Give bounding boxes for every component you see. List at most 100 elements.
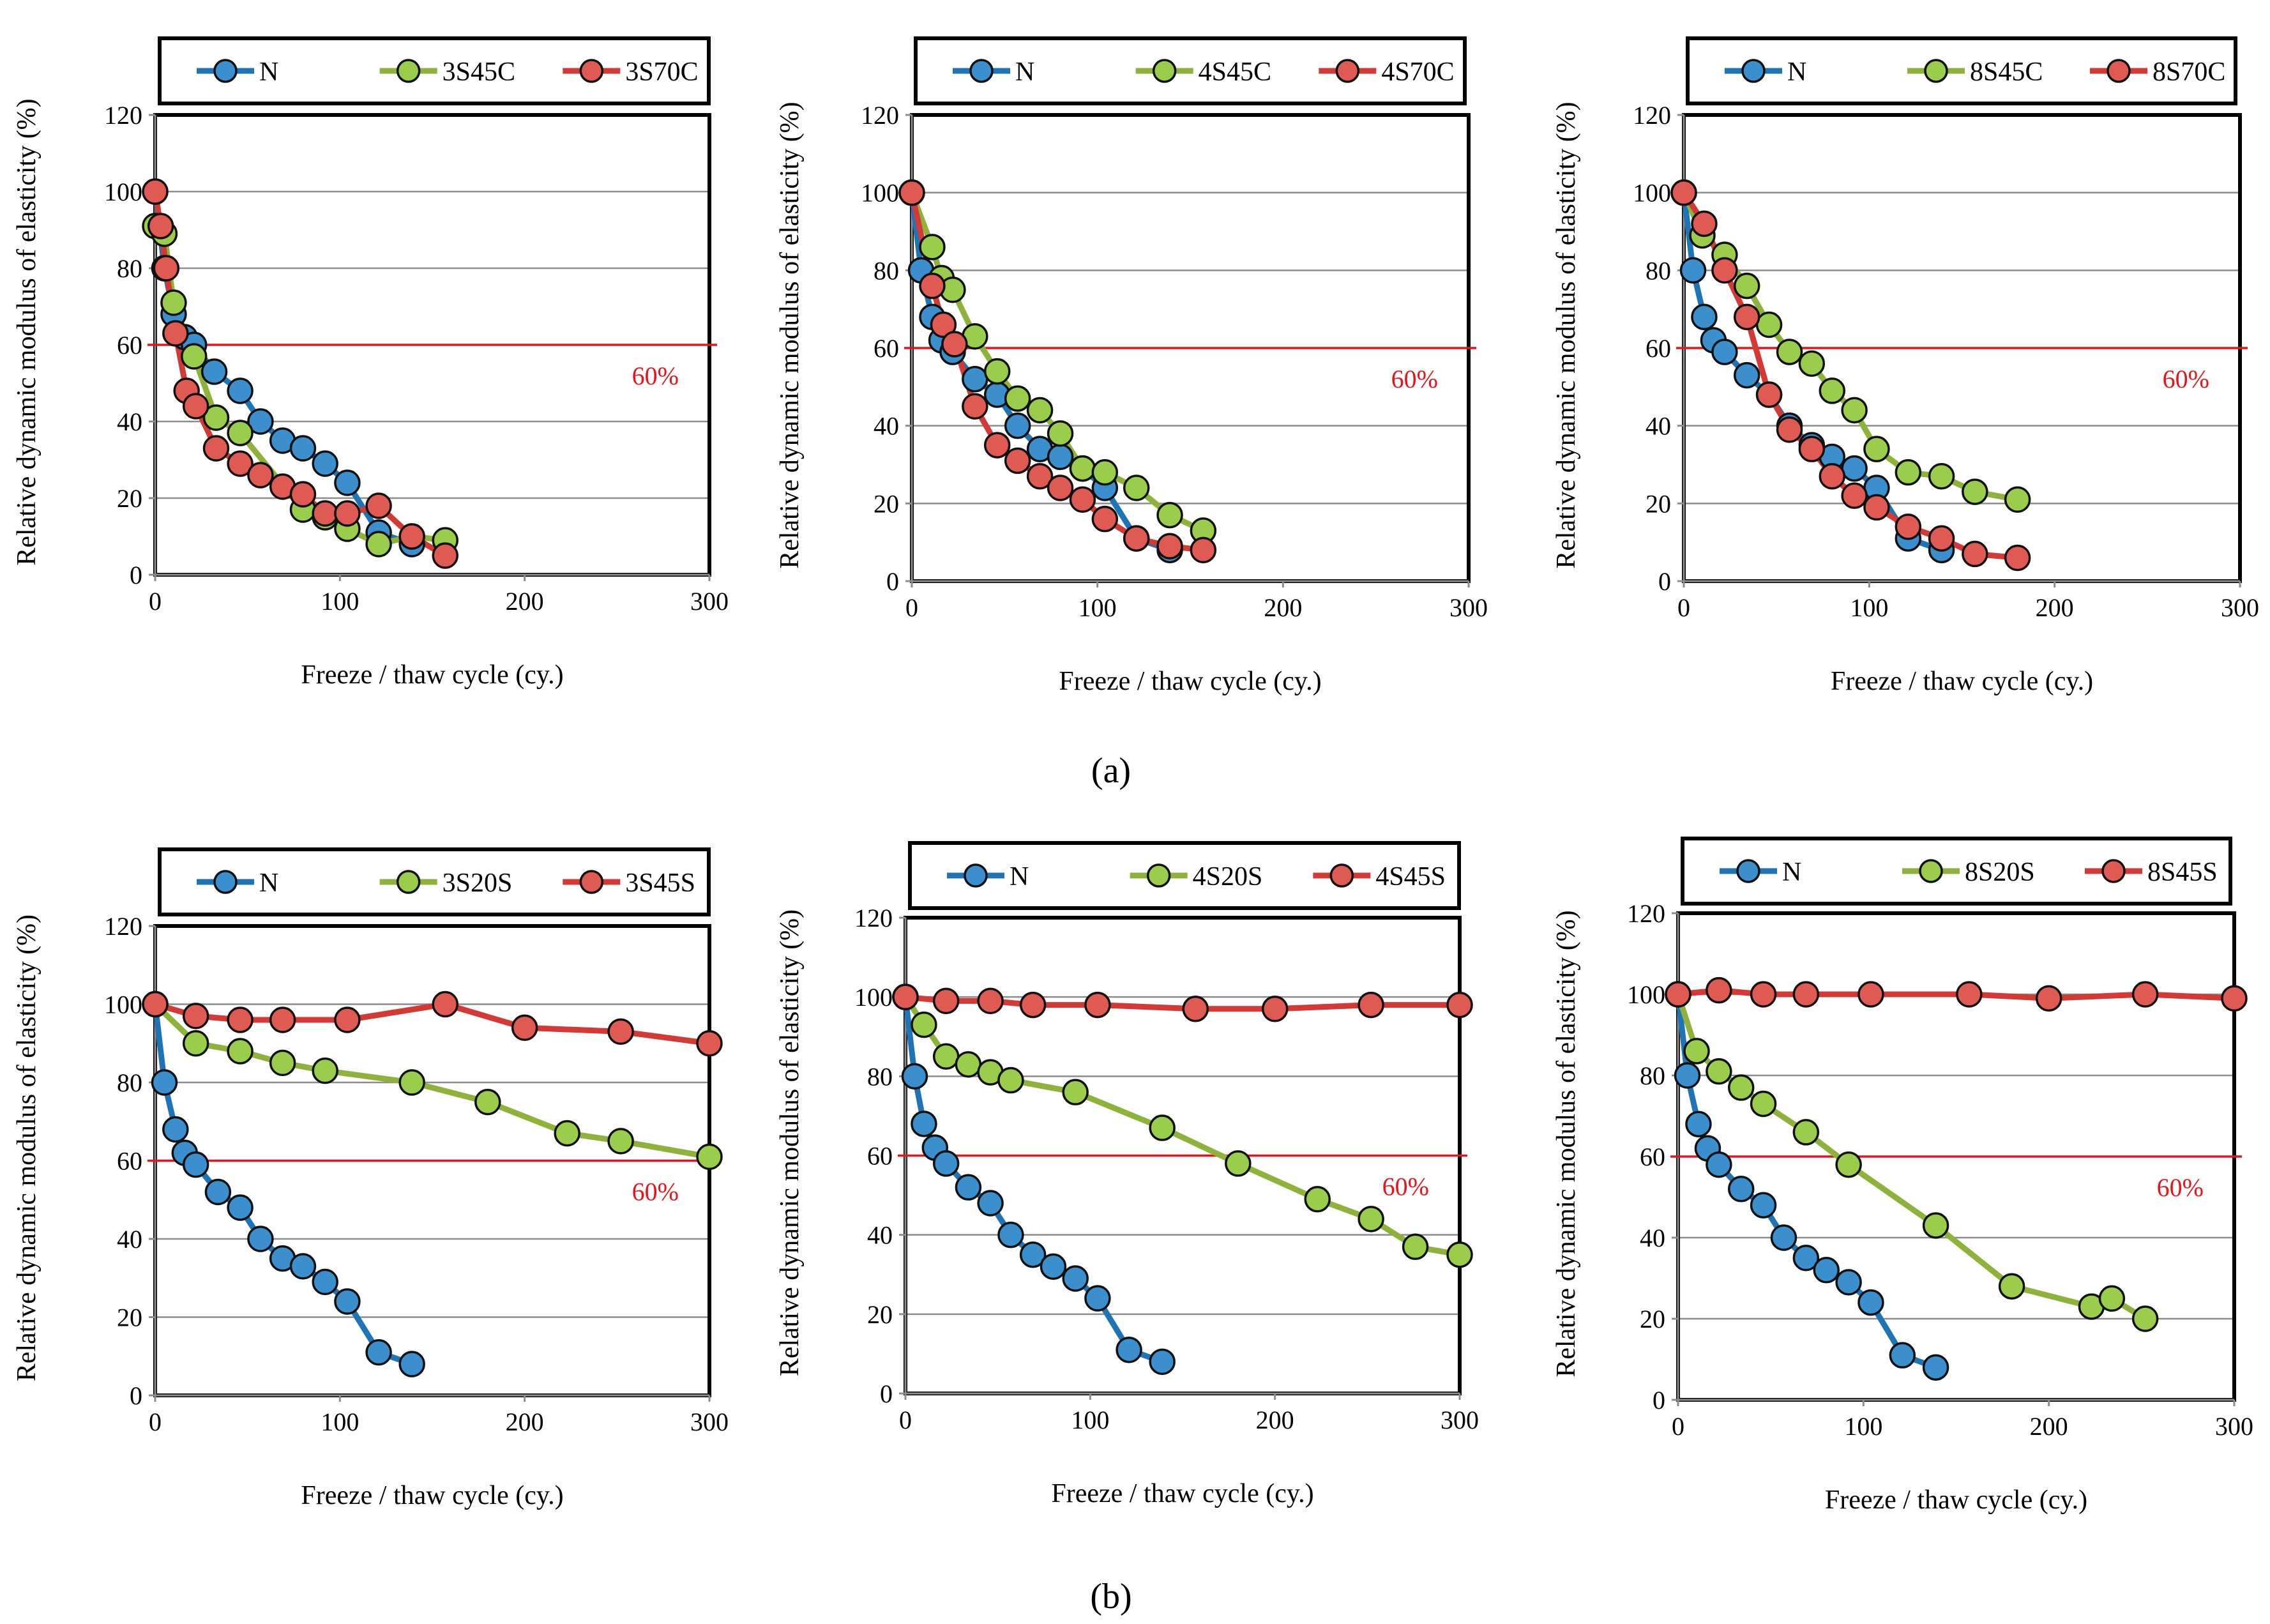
data-point-N <box>1750 1192 1777 1218</box>
legend-label-8S20S: 8S20S <box>1965 858 2035 887</box>
data-point-N <box>1922 1354 1949 1381</box>
data-point-N <box>289 435 317 462</box>
y-tick-label: 20 <box>117 1303 142 1332</box>
data-point-8S45S <box>1706 976 1732 1004</box>
threshold-label: 60% <box>2163 365 2209 393</box>
y-tick-label: 0 <box>1653 1386 1665 1415</box>
data-point-N <box>1004 412 1031 439</box>
legend-marker-8S45C <box>1924 59 1948 83</box>
panel-label-b: (b) <box>1090 1577 1131 1616</box>
data-point-8S70C <box>1670 179 1697 206</box>
data-point-4S45S <box>1261 996 1289 1022</box>
x-tick-label: 300 <box>690 587 729 616</box>
x-axis-title: Freeze / thaw cycle (cy.) <box>301 660 563 690</box>
x-tick-label: 0 <box>1672 1412 1684 1441</box>
x-tick-label: 300 <box>1449 593 1488 622</box>
data-point-3S20S <box>398 1069 425 1096</box>
data-point-8S45C <box>1895 459 1922 486</box>
data-point-8S20S <box>1998 1273 2025 1300</box>
data-point-4S70C <box>962 393 988 420</box>
legend-marker-N <box>969 59 994 83</box>
data-point-4S45C <box>1026 397 1054 424</box>
data-point-3S70C <box>312 500 338 527</box>
data-point-8S20S <box>1835 1151 1862 1178</box>
y-tick-label: 60 <box>117 331 142 360</box>
x-tick-label: 200 <box>506 1408 544 1436</box>
data-point-N <box>204 1178 232 1206</box>
data-point-4S45S <box>892 983 919 1010</box>
y-tick-label: 20 <box>874 489 899 518</box>
legend-marker-3S70C <box>579 59 604 83</box>
chart-5: 0 20 40 60 80 100 120 0 100 200 300 Freeze / thaw c… <box>775 841 1479 1508</box>
y-tick-label: 20 <box>117 484 142 513</box>
data-point-3S70C <box>227 450 253 477</box>
y-tick-label: 120 <box>104 912 142 941</box>
data-point-N <box>162 1116 189 1143</box>
y-tick-label: 40 <box>867 1221 893 1250</box>
data-point-N <box>1841 455 1868 482</box>
data-point-4S20S <box>955 1051 982 1078</box>
data-point-3S20S <box>312 1057 338 1084</box>
data-point-4S20S <box>1304 1186 1331 1213</box>
data-point-8S20S <box>2131 1305 2159 1332</box>
data-point-N <box>201 358 228 385</box>
y-tick-label: 80 <box>1646 256 1671 285</box>
data-point-N <box>1792 1245 1820 1271</box>
data-point-8S45S <box>2035 985 2062 1012</box>
y-tick-label: 0 <box>886 567 899 596</box>
y-tick-label: 40 <box>1640 1224 1665 1252</box>
data-point-3S70C <box>289 481 317 508</box>
legend-label-8S45S: 8S45S <box>2147 858 2218 887</box>
data-point-4S45C <box>1047 420 1074 447</box>
data-point-8S20S <box>1706 1058 1732 1085</box>
data-point-3S20S <box>696 1143 723 1171</box>
data-point-4S45C <box>1123 474 1150 501</box>
legend-marker-3S20S <box>396 870 421 894</box>
data-point-4S20S <box>1358 1206 1384 1233</box>
data-point-8S70C <box>1962 540 1988 568</box>
legend-marker-N <box>964 863 988 888</box>
data-point-4S45C <box>919 234 946 261</box>
legend-marker-8S70C <box>2107 59 2131 83</box>
data-point-4S20S <box>997 1066 1024 1094</box>
legend-label-4S20S: 4S20S <box>1193 862 1263 892</box>
data-point-8S70C <box>1798 436 1826 462</box>
legend-marker-4S45C <box>1152 59 1177 83</box>
y-tick-label: 80 <box>867 1062 893 1091</box>
data-point-8S20S <box>1792 1119 1820 1146</box>
legend-marker-4S20S <box>1146 863 1171 888</box>
data-point-N <box>1019 1241 1047 1268</box>
data-point-3S70C <box>432 542 459 569</box>
data-point-3S45C <box>181 343 208 370</box>
chart-6: 0 20 40 60 80 100 120 0 100 200 300 Freeze / thaw c… <box>1552 837 2253 1515</box>
y-tick-label: 100 <box>104 178 142 206</box>
data-point-8S45C <box>1755 311 1783 338</box>
x-tick-label: 100 <box>1071 1406 1109 1434</box>
data-point-4S45C <box>1004 385 1031 412</box>
y-tick-label: 60 <box>867 1142 893 1171</box>
data-point-N <box>1674 1062 1701 1089</box>
y-tick-label: 40 <box>117 407 142 436</box>
data-point-N <box>1889 1342 1916 1369</box>
data-point-4S70C <box>1069 486 1096 513</box>
chart-1: 0 20 40 60 80 100 120 0 100 200 300 Freeze / thaw c… <box>12 36 729 690</box>
data-point-N <box>1727 1176 1755 1203</box>
data-point-4S45S <box>1446 991 1473 1019</box>
y-tick-label: 100 <box>104 990 142 1019</box>
legend-label-N: N <box>1010 862 1029 892</box>
data-point-N <box>977 1190 1004 1217</box>
y-tick-label: 20 <box>1646 489 1671 518</box>
data-point-4S70C <box>1156 533 1183 559</box>
y-tick-label: 20 <box>1640 1305 1665 1333</box>
legend-label-4S45C: 4S45C <box>1199 57 1271 87</box>
data-point-8S70C <box>2004 544 2031 572</box>
legend-label-3S45C: 3S45C <box>443 57 515 87</box>
data-point-3S70C <box>182 393 209 420</box>
y-axis-title: Relative dynamic modulus of elasticity (… <box>775 102 805 568</box>
chart-4: 0 20 40 60 80 100 120 0 100 200 300 Freeze / thaw c… <box>12 847 729 1510</box>
x-tick-label: 100 <box>1844 1412 1882 1441</box>
x-tick-label: 100 <box>321 1408 359 1436</box>
data-point-3S70C <box>153 255 180 282</box>
chart-3: 0 20 40 60 80 100 120 0 100 200 300 Freeze / thaw c… <box>1552 36 2259 696</box>
y-tick-label: 120 <box>854 904 893 932</box>
